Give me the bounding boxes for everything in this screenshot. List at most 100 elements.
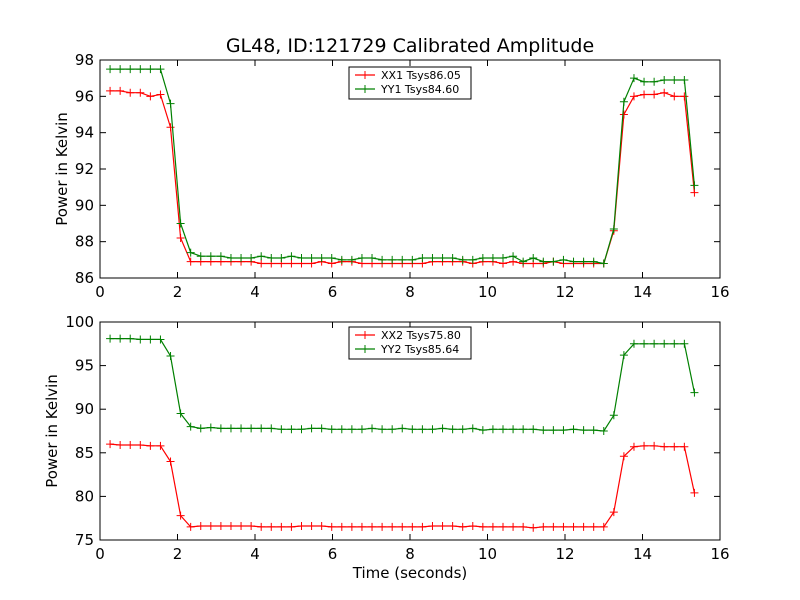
- chart-panel-2: 0 2 4 6 8 10 12 14 16 75 80 85 90 95 100 Power in Kelvi…: [43, 313, 730, 582]
- data-point: [408, 255, 417, 264]
- data-point: [126, 65, 135, 74]
- series-1: [106, 86, 699, 268]
- legend-marker: [361, 71, 369, 79]
- data-point: [317, 424, 326, 433]
- data-point: [559, 255, 568, 264]
- data-point: [156, 335, 165, 344]
- data-point: [408, 522, 417, 531]
- data-point: [347, 522, 356, 531]
- data-point: [226, 522, 235, 531]
- data-point: [629, 442, 638, 451]
- x-tick-label: 6: [328, 545, 338, 563]
- data-point: [166, 352, 175, 361]
- data-point: [650, 339, 659, 348]
- data-point: [287, 522, 296, 531]
- data-point: [549, 522, 558, 531]
- data-point: [287, 425, 296, 434]
- data-point: [448, 254, 457, 263]
- data-point: [539, 257, 548, 266]
- data-point: [156, 65, 165, 74]
- data-point: [599, 522, 608, 531]
- data-point: [529, 425, 538, 434]
- data-point: [619, 351, 628, 360]
- x-tick-label: 10: [478, 545, 497, 563]
- data-point: [226, 254, 235, 263]
- chart-panel-1: 0 2 4 6 8 10 12 14 16 86 88 90 92 94 96 98 Power in Kelv…: [53, 51, 730, 301]
- data-point: [226, 424, 235, 433]
- data-point: [660, 75, 669, 84]
- data-point: [398, 522, 407, 531]
- x-tick-label: 8: [405, 283, 415, 301]
- data-point: [690, 488, 699, 497]
- data-point: [146, 441, 155, 450]
- data-point: [680, 75, 689, 84]
- data-point: [529, 523, 538, 532]
- legend-label: YY1 Tsys84.60: [380, 83, 459, 96]
- data-point: [438, 522, 447, 531]
- data-point: [599, 259, 608, 268]
- data-point: [629, 339, 638, 348]
- data-point: [166, 123, 175, 132]
- data-point: [136, 440, 145, 449]
- data-point: [539, 426, 548, 435]
- data-point: [499, 254, 507, 263]
- data-point: [690, 388, 699, 397]
- data-point: [579, 257, 588, 266]
- data-point: [106, 334, 115, 343]
- x-tick-label: 16: [710, 545, 729, 563]
- x-tick-label: 12: [555, 545, 574, 563]
- legend-label: XX2 Tsys75.80: [381, 329, 461, 342]
- data-point: [438, 424, 447, 433]
- data-point: [640, 77, 649, 86]
- data-point: [619, 110, 628, 119]
- data-point: [267, 424, 276, 433]
- data-point: [468, 522, 477, 531]
- data-point: [378, 425, 387, 434]
- data-point: [599, 427, 608, 435]
- x-tick-label: 0: [95, 545, 105, 563]
- data-point: [670, 339, 679, 348]
- data-point: [670, 442, 679, 451]
- data-point: [398, 424, 407, 433]
- data-point: [206, 423, 215, 432]
- legend-box: [348, 326, 472, 360]
- data-point: [136, 65, 145, 74]
- legend-marker: [361, 331, 369, 339]
- data-point: [398, 255, 407, 264]
- data-point: [146, 92, 155, 101]
- data-point: [176, 234, 185, 243]
- y-axis-label: Power in Kelvin: [43, 374, 61, 488]
- data-point: [680, 339, 689, 348]
- data-point: [388, 522, 397, 531]
- data-point: [609, 411, 618, 420]
- data-point: [619, 452, 628, 461]
- data-point: [116, 65, 125, 74]
- data-point: [196, 522, 205, 531]
- legend-marker: [361, 345, 369, 353]
- x-tick-label: 4: [250, 545, 260, 563]
- data-point: [146, 65, 155, 74]
- series-1: [106, 440, 699, 532]
- data-point: [629, 74, 638, 83]
- data-point: [237, 254, 246, 263]
- data-point: [448, 425, 457, 434]
- data-point: [116, 334, 125, 343]
- data-point: [609, 224, 618, 233]
- data-point: [680, 442, 689, 451]
- data-point: [317, 522, 326, 531]
- data-point: [186, 522, 195, 531]
- data-point: [247, 254, 256, 263]
- data-point: [196, 252, 205, 261]
- data-point: [196, 424, 205, 433]
- data-point: [327, 425, 336, 434]
- data-point: [136, 88, 145, 97]
- data-point: [287, 252, 296, 261]
- x-tick-label: 2: [173, 545, 183, 563]
- y-tick-label: 90: [75, 196, 94, 214]
- data-point: [378, 255, 387, 264]
- legend-label: YY2 Tsys85.64: [380, 343, 459, 356]
- data-point: [116, 440, 125, 449]
- data-point: [368, 424, 377, 433]
- y-tick-label: 98: [75, 51, 94, 69]
- data-point: [539, 522, 548, 531]
